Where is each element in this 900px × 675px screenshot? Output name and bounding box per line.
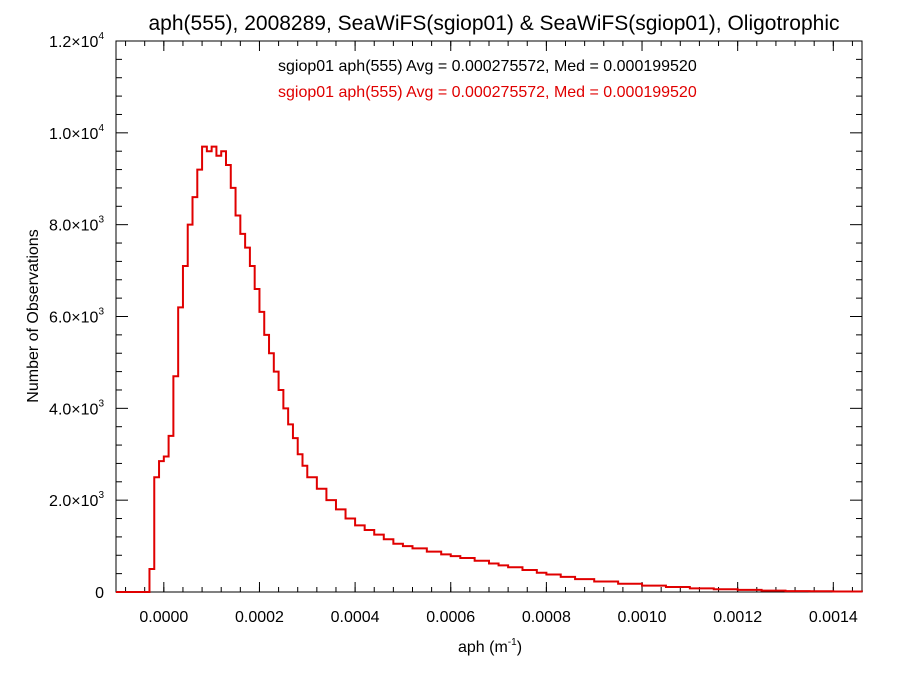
y-tick-mantissa: 6.0×10 — [49, 310, 98, 327]
x-axis-label-suffix: ) — [517, 639, 522, 656]
x-tick-label: 0.0014 — [809, 609, 858, 626]
y-tick-exponent: 3 — [98, 398, 104, 409]
x-tick-label: 0.0002 — [235, 609, 284, 626]
y-tick-label: 8.0×103 — [49, 215, 104, 235]
y-tick-exponent: 4 — [98, 123, 104, 134]
chart-title: aph(555), 2008289, SeaWiFS(sgiop01) & Se… — [148, 12, 839, 35]
y-tick-exponent: 3 — [98, 215, 104, 226]
y-tick-mantissa: 2.0×10 — [49, 493, 98, 510]
series-group — [116, 145, 863, 593]
x-axis-label-superscript: -1 — [508, 637, 517, 648]
y-tick-label: 4.0×103 — [49, 398, 104, 418]
x-tick-label: 0.0004 — [331, 609, 380, 626]
y-tick-mantissa: 8.0×10 — [49, 218, 98, 235]
y-axis-ticks — [116, 40, 862, 593]
y-tick-exponent: 3 — [98, 307, 104, 318]
y-tick-label: 6.0×103 — [49, 307, 104, 327]
x-tick-label: 0.0006 — [426, 609, 475, 626]
x-tick-label: 0.0012 — [713, 609, 762, 626]
x-axis-tick-labels: 0.0000 0.0002 0.0004 0.0006 0.0008 0.0010 0.00… — [139, 609, 858, 626]
y-tick-mantissa: 0 — [95, 585, 104, 602]
x-tick-label: 0.0008 — [522, 609, 571, 626]
legend-entry: sgiop01 aph(555) Avg = 0.000275572, Med … — [278, 84, 697, 101]
y-axis-tick-labels: 02.0×1034.0×1036.0×1038.0×1031.0×1041.2×… — [49, 31, 104, 602]
y-axis-label: Number of Observations — [25, 229, 42, 402]
x-tick-label: 0.0000 — [139, 609, 188, 626]
y-tick-label: 1.2×104 — [49, 31, 104, 51]
y-tick-mantissa: 1.2×10 — [49, 34, 98, 51]
plot-frame — [115, 40, 863, 593]
y-tick-exponent: 3 — [98, 490, 104, 501]
x-axis-ticks — [125, 41, 853, 592]
x-axis-label: aph (m-1) — [458, 637, 522, 656]
legend-entry: sgiop01 aph(555) Avg = 0.000275572, Med … — [278, 58, 697, 75]
y-tick-label: 1.0×104 — [49, 123, 104, 143]
y-tick-label: 0 — [95, 585, 104, 602]
x-tick-label: 0.0010 — [618, 609, 667, 626]
legend: sgiop01 aph(555) Avg = 0.000275572, Med … — [278, 58, 697, 101]
y-tick-exponent: 4 — [98, 31, 104, 42]
x-axis-label-main: aph (m — [458, 639, 508, 656]
y-tick-mantissa: 4.0×10 — [49, 401, 98, 418]
y-tick-label: 2.0×103 — [49, 490, 104, 510]
y-tick-mantissa: 1.0×10 — [49, 126, 98, 143]
histogram-series — [116, 145, 863, 593]
